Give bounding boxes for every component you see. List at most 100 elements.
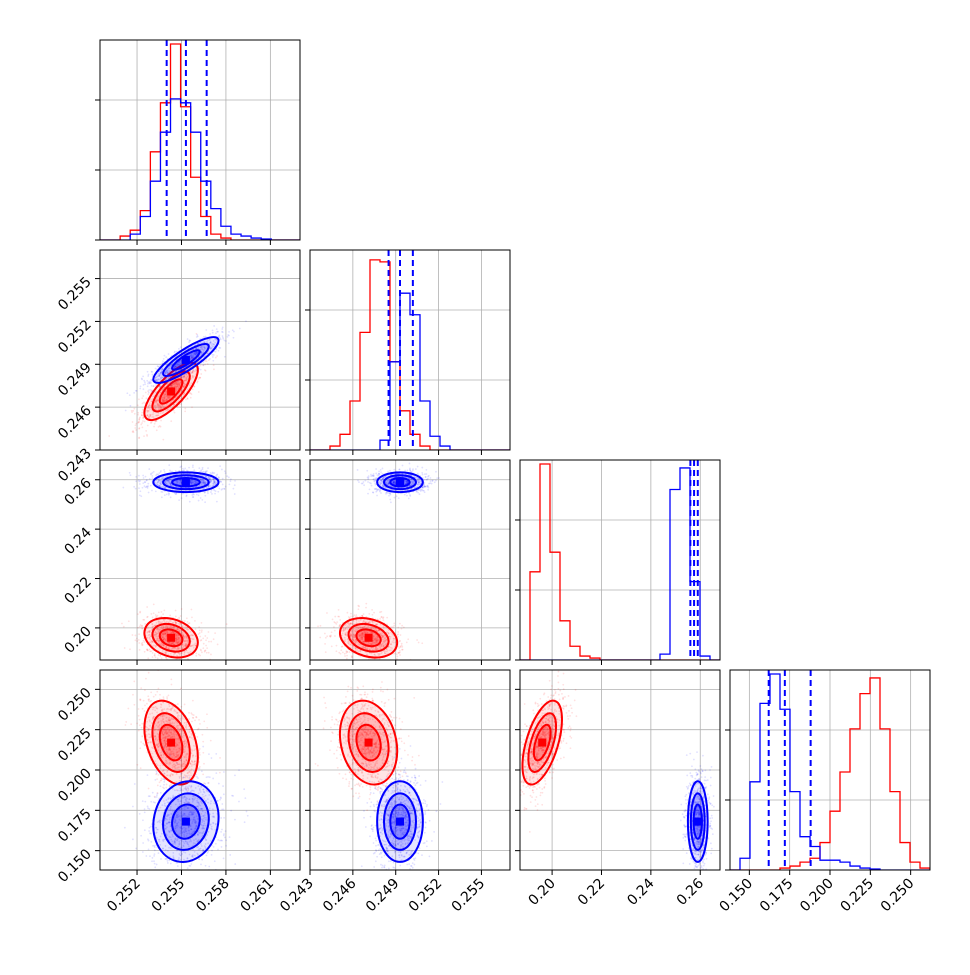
scatter-point: [213, 638, 215, 640]
scatter-point: [177, 663, 179, 665]
scatter-point: [170, 496, 172, 498]
scatter-point: [401, 628, 403, 630]
scatter-point: [349, 617, 351, 619]
scatter-point: [125, 410, 127, 412]
scatter-point: [204, 495, 206, 497]
scatter-point: [234, 493, 236, 495]
scatter-point: [205, 645, 207, 647]
scatter-point: [370, 667, 372, 669]
scatter-point: [196, 370, 198, 372]
y-tick-label: 0.246: [55, 403, 95, 443]
scatter-point: [198, 626, 200, 628]
scatter-point: [332, 618, 334, 620]
scatter-point: [342, 645, 344, 647]
scatter-point: [200, 365, 202, 367]
scatter-point: [195, 628, 197, 630]
scatter-point: [165, 383, 167, 385]
scatter-point: [151, 390, 153, 392]
scatter-point: [164, 471, 166, 473]
scatter-point: [134, 413, 136, 415]
scatter-point: [183, 376, 185, 378]
scatter-point: [150, 485, 152, 487]
scatter-point: [226, 623, 228, 625]
scatter-point: [186, 469, 188, 471]
scatter-point: [155, 392, 157, 394]
scatter-point: [202, 467, 204, 469]
y-tick-label: 0.252: [55, 317, 95, 357]
scatter-point: [216, 474, 218, 476]
scatter-point: [209, 358, 211, 360]
scatter-point: [204, 492, 206, 494]
scatter-point: [399, 650, 401, 652]
scatter-point: [396, 656, 398, 658]
scatter-point: [124, 647, 126, 649]
scatter-point: [215, 332, 217, 334]
scatter-point: [334, 635, 336, 637]
scatter-point: [148, 374, 150, 376]
scatter-point: [198, 467, 200, 469]
scatter-point: [147, 385, 149, 387]
scatter-point: [184, 410, 186, 412]
y-tick-label: 0.249: [55, 360, 95, 400]
scatter-point: [373, 612, 375, 614]
scatter-point: [224, 356, 226, 358]
scatter-point: [219, 337, 221, 339]
scatter-point: [368, 662, 370, 664]
scatter-point: [149, 648, 151, 650]
scatter-point: [174, 351, 176, 353]
peak-marker-blue: [182, 356, 190, 364]
scatter-point: [358, 605, 360, 607]
scatter-point: [138, 475, 140, 477]
scatter-point: [394, 653, 396, 655]
scatter-point: [200, 649, 202, 651]
scatter-point: [379, 611, 381, 613]
scatter-point: [155, 386, 157, 388]
scatter-point: [121, 623, 123, 625]
scatter-point: [326, 612, 328, 614]
scatter-point: [153, 426, 155, 428]
scatter-point: [230, 480, 232, 482]
panel-content: [100, 250, 300, 457]
scatter-point: [152, 395, 154, 397]
scatter-point: [160, 420, 162, 422]
scatter-point: [202, 637, 204, 639]
scatter-point: [169, 381, 171, 383]
scatter-point: [422, 474, 424, 476]
scatter-point: [138, 639, 140, 641]
scatter-point: [350, 615, 352, 617]
scatter-point: [399, 654, 401, 656]
scatter-point: [155, 474, 157, 476]
scatter-point: [141, 642, 143, 644]
scatter-point: [143, 640, 145, 642]
scatter-point: [197, 380, 199, 382]
scatter-point: [136, 640, 138, 642]
scatter-point: [204, 635, 206, 637]
scatter-point: [233, 337, 235, 339]
scatter-point: [401, 643, 403, 645]
scatter-point: [386, 617, 388, 619]
scatter-point: [162, 661, 164, 663]
scatter-point: [135, 429, 137, 431]
scatter-point: [375, 661, 377, 663]
scatter-point: [135, 639, 137, 641]
scatter-point: [158, 426, 160, 428]
scatter-point: [174, 412, 176, 414]
scatter-point: [364, 664, 366, 666]
scatter-point: [141, 414, 143, 416]
scatter-point: [173, 663, 175, 665]
scatter-point: [144, 623, 146, 625]
scatter-point: [233, 488, 235, 490]
scatter-point: [159, 385, 161, 387]
scatter-point: [163, 358, 165, 360]
scatter-point: [142, 375, 144, 377]
scatter-point: [201, 499, 203, 501]
scatter-point: [184, 468, 186, 470]
scatter-point: [158, 654, 160, 656]
scatter-point: [365, 660, 367, 662]
scatter-point: [339, 619, 341, 621]
scatter-point: [197, 660, 199, 662]
scatter-point: [198, 494, 200, 496]
scatter-point: [151, 371, 153, 373]
scatter-point: [416, 639, 418, 641]
scatter-point: [154, 654, 156, 656]
